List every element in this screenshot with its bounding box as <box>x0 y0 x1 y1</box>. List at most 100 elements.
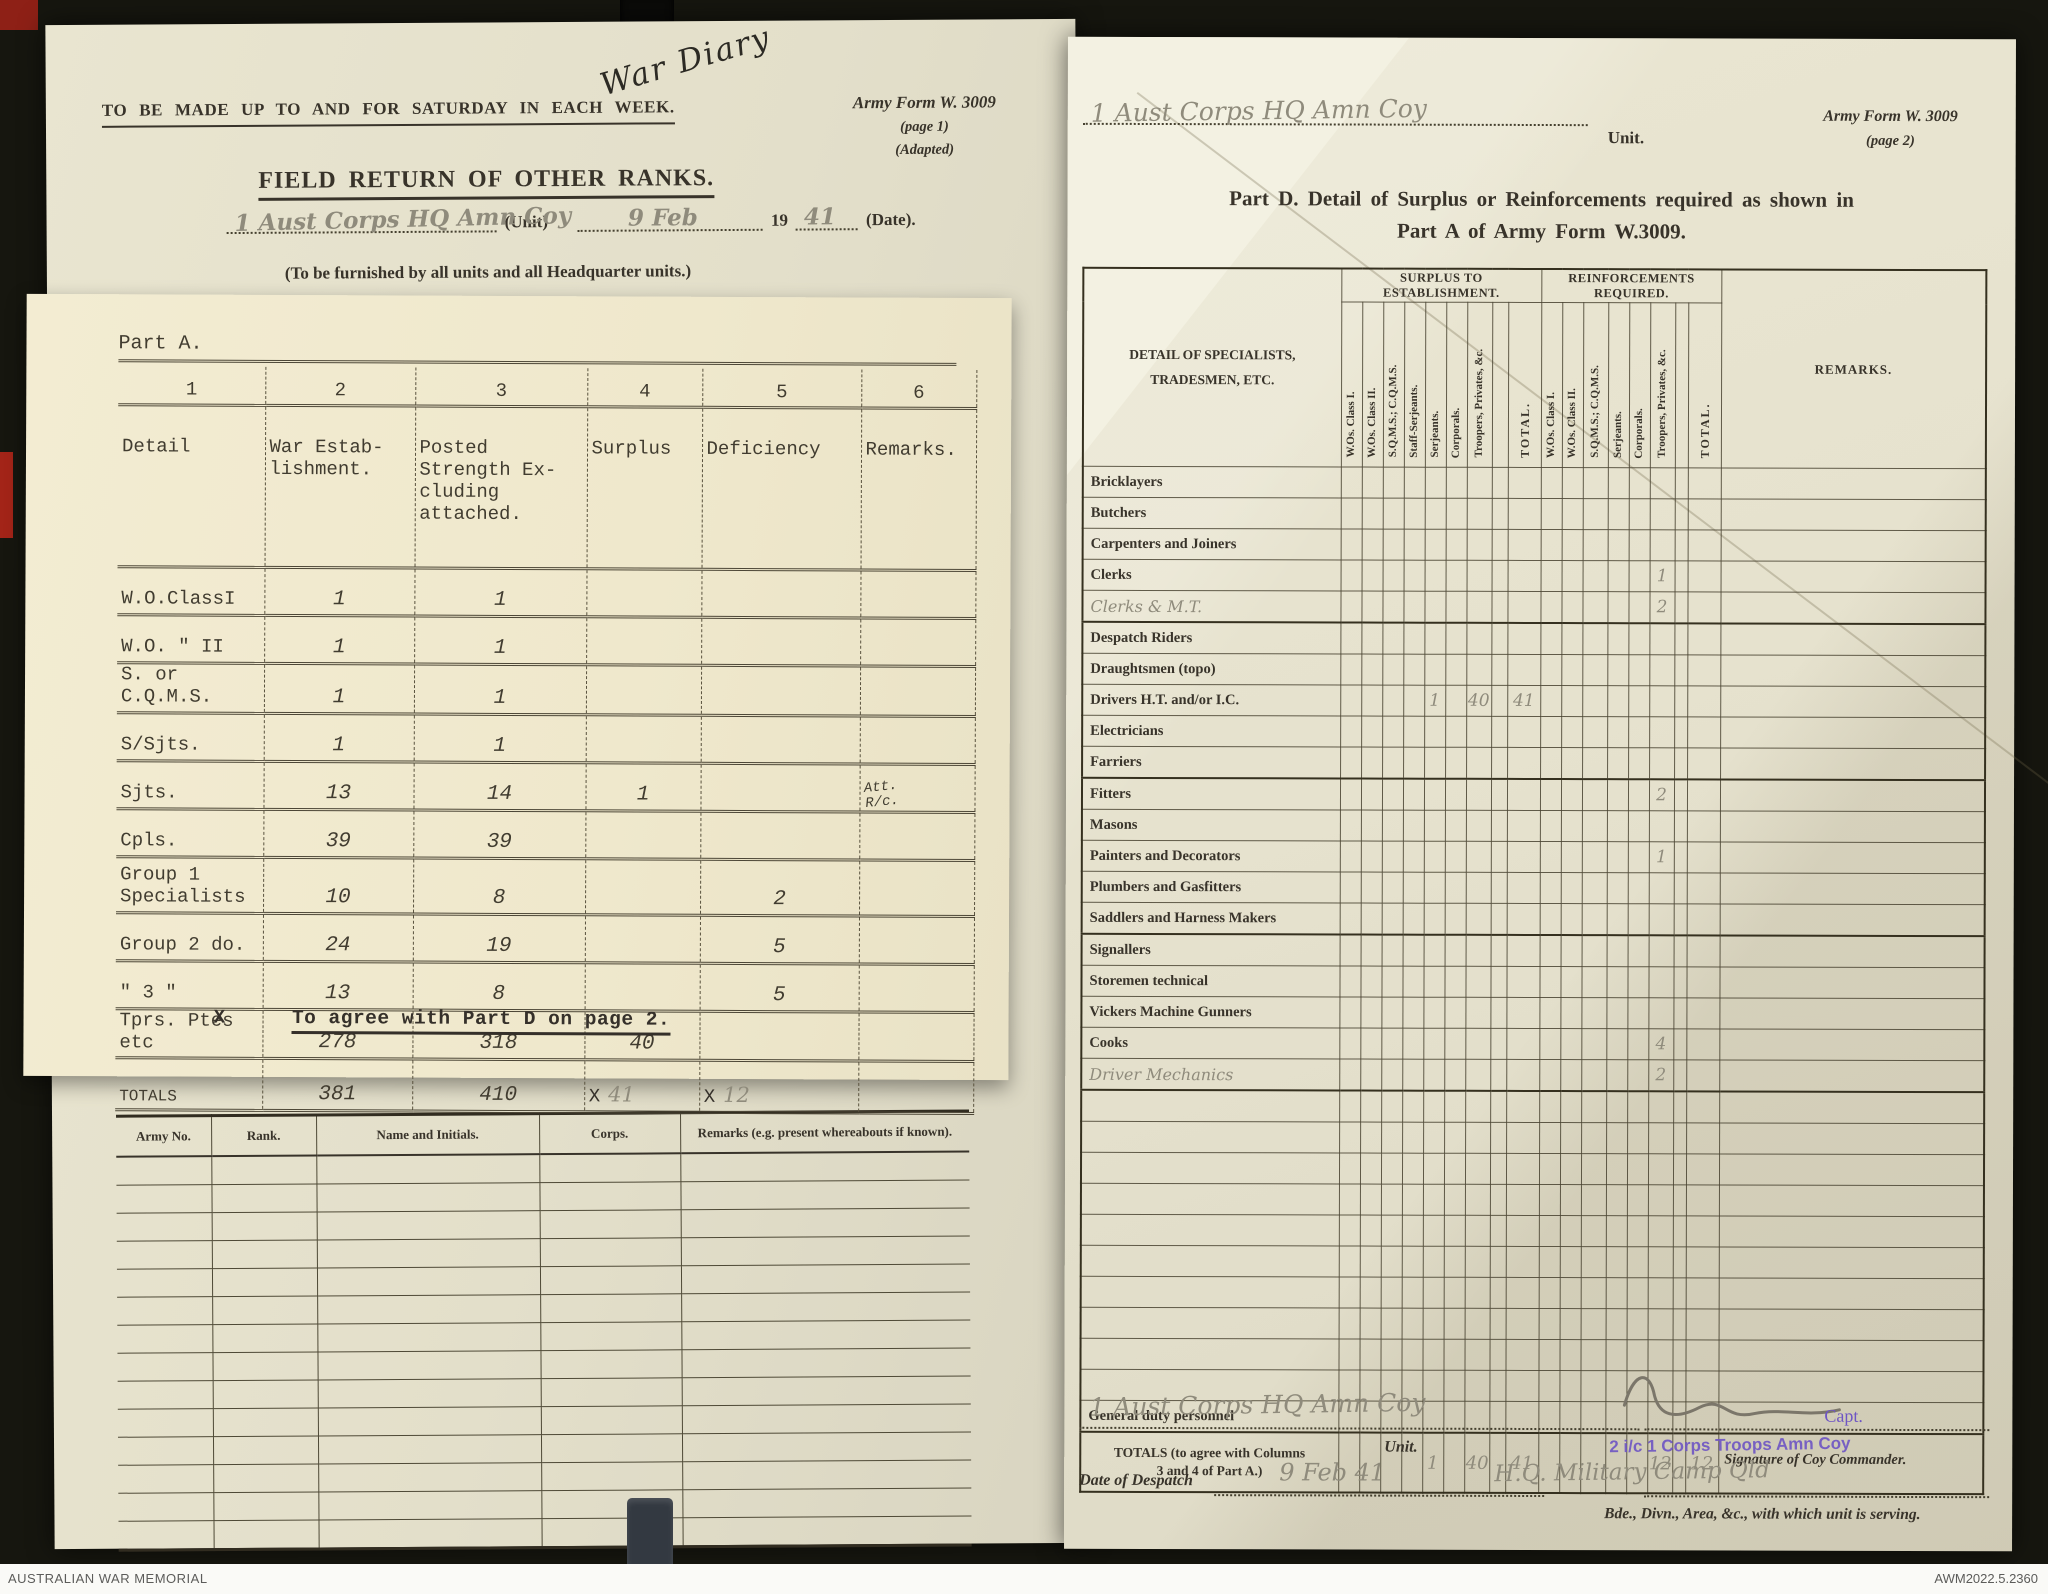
s-wo2 <box>1361 498 1383 530</box>
s-corporals <box>1444 872 1466 904</box>
r-sqms <box>1581 1122 1607 1154</box>
cell-rank <box>212 1408 318 1437</box>
rank-note: Capt. <box>1824 1405 1863 1426</box>
s-sqms <box>1380 1215 1402 1247</box>
r-troopers: 4 <box>1648 1028 1674 1060</box>
s-wo2 <box>1360 903 1382 935</box>
s-sqms <box>1382 747 1404 779</box>
cell-remarks <box>680 1236 970 1266</box>
header-war-establishment: War Estab- lishment. <box>264 405 416 569</box>
cell-posted-strength: 8 <box>413 857 586 915</box>
s-corporals <box>1444 903 1466 935</box>
s-total <box>1506 1059 1540 1091</box>
totals-s-troopers: 40 <box>1464 1432 1490 1493</box>
col-rank: Rank. <box>211 1115 317 1157</box>
cell-name <box>316 1154 540 1185</box>
war-diary-ink-annotation: War Diary <box>596 19 776 104</box>
trade-label <box>1080 1307 1339 1339</box>
r-serjeants <box>1607 529 1629 561</box>
archive-reference: AWM2022.5.2360 <box>1934 1571 2038 1586</box>
r-total <box>1687 467 1722 499</box>
r-corporals <box>1626 1308 1648 1340</box>
r-blank <box>1673 1059 1687 1092</box>
s-total <box>1506 841 1540 873</box>
r-troopers <box>1648 997 1674 1029</box>
r-sqms <box>1582 498 1608 530</box>
s-blank <box>1491 529 1508 561</box>
s-blank <box>1490 872 1507 904</box>
part-d-row: Masons <box>1081 809 1985 843</box>
s-troopers <box>1465 1059 1491 1091</box>
cell-name <box>317 1434 542 1465</box>
s-wo1 <box>1340 653 1362 686</box>
cell-war-establishment: 1 <box>264 567 415 617</box>
form-reference: Army Form W. 3009 (page 1) (Adapted) <box>853 89 996 161</box>
s-blank <box>1490 997 1507 1029</box>
s-wo1 <box>1340 622 1362 655</box>
s-staff-serjeants <box>1403 560 1425 592</box>
trade-label: Masons <box>1081 809 1340 841</box>
cell-name <box>316 1210 540 1241</box>
cell-army-no <box>117 1380 213 1410</box>
r-wo2 <box>1559 1308 1581 1340</box>
header-remarks: Remarks. <box>860 407 977 571</box>
s-staff-serjeants <box>1402 934 1424 967</box>
s-total <box>1506 1122 1540 1154</box>
row-remarks <box>1720 529 1986 562</box>
row-remarks <box>1719 1059 1985 1093</box>
s-serjeants <box>1424 560 1446 592</box>
r-troopers <box>1648 1091 1674 1123</box>
s-troopers <box>1465 810 1491 842</box>
r-corporals <box>1627 966 1649 998</box>
date-handwritten: 9 Feb <box>627 204 698 232</box>
colnum-3: 3 <box>415 367 588 407</box>
trade-label: Vickers Machine Gunners <box>1081 996 1340 1028</box>
cell-remarks <box>682 1488 972 1518</box>
trade-label: Bricklayers <box>1082 466 1341 498</box>
cell-corps <box>539 1237 681 1267</box>
s-blank <box>1491 654 1508 686</box>
cell-army-no <box>116 1184 212 1214</box>
r-troopers <box>1648 935 1674 967</box>
s-blank <box>1491 685 1508 717</box>
s-staff-serjeants <box>1402 1122 1424 1154</box>
part-d-table: DETAIL OF SPECIALISTS, TRADESMEN, ETC. S… <box>1079 266 1988 1496</box>
r-serjeants <box>1606 997 1628 1029</box>
r-serjeants <box>1607 654 1629 686</box>
r-troopers <box>1647 1215 1673 1247</box>
s-wo1 <box>1340 466 1362 499</box>
r-total <box>1686 810 1721 842</box>
cell-name <box>317 1350 541 1381</box>
s-staff-serjeants <box>1402 872 1424 904</box>
reinf-col-serjeants: Serjeants. <box>1607 302 1630 468</box>
r-wo1 <box>1538 1308 1560 1340</box>
r-serjeants <box>1607 498 1629 530</box>
cell-war-establishment: 13 <box>262 961 413 1010</box>
s-wo2 <box>1359 1153 1382 1185</box>
s-troopers <box>1465 966 1491 998</box>
s-staff-serjeants <box>1403 622 1425 655</box>
s-serjeants: 1 <box>1424 685 1446 717</box>
r-blank <box>1674 529 1688 561</box>
serving-handwritten: H.Q. Military Camp Qld <box>1494 1457 1771 1488</box>
s-wo1 <box>1339 1027 1361 1060</box>
cell-posted-strength: 8 <box>412 961 585 1011</box>
s-wo2 <box>1359 1184 1381 1216</box>
trade-label <box>1080 1214 1339 1246</box>
cell-deficiency <box>700 665 861 716</box>
cell-name <box>317 1406 541 1437</box>
s-total <box>1505 1153 1540 1185</box>
s-corporals <box>1445 498 1467 530</box>
r-wo2 <box>1560 1153 1582 1185</box>
cell-corps <box>540 1405 682 1435</box>
r-wo1 <box>1539 903 1561 936</box>
s-staff-serjeants <box>1401 1277 1423 1309</box>
s-sqms <box>1380 1184 1402 1216</box>
trade-label: Driver Mechanics <box>1081 1058 1340 1091</box>
r-total <box>1685 1246 1720 1278</box>
r-sqms <box>1581 872 1607 904</box>
cell-corps <box>539 1265 682 1295</box>
s-staff-serjeants <box>1402 810 1424 842</box>
cell-army-no <box>116 1156 212 1186</box>
totals-s-corporals <box>1443 1432 1465 1493</box>
